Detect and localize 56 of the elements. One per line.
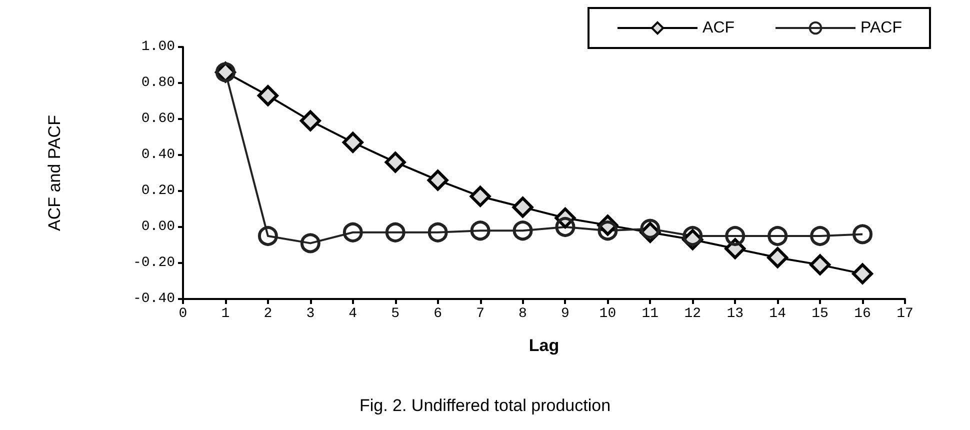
point (682, 226, 703, 246)
x-tick-label: 3 (306, 306, 315, 322)
x-tick-label: 2 (264, 306, 272, 322)
point (725, 226, 746, 246)
point (470, 186, 491, 207)
x-tick-label: 5 (391, 306, 400, 322)
y-tick-label: 0.80 (141, 75, 175, 91)
text: Fig. 2. Undiffered total production (359, 396, 611, 415)
x-tick-label: 12 (684, 306, 702, 322)
point (512, 196, 534, 218)
x-axis-title: Lag (528, 336, 560, 355)
y-tick-label: 0.20 (141, 183, 175, 199)
y-tick-label: 1.00 (141, 39, 175, 55)
point (767, 247, 788, 268)
point (852, 224, 873, 244)
point (342, 132, 364, 153)
point (470, 220, 490, 241)
point (385, 222, 406, 242)
x-tick-label: 11 (642, 306, 659, 322)
point (512, 220, 533, 241)
x-tick-label: 13 (726, 306, 744, 322)
legend-label: PACF (860, 20, 902, 36)
legend-label: ACF (702, 20, 735, 36)
x-tick-label: 17 (896, 306, 914, 322)
point (768, 226, 788, 246)
point (810, 226, 830, 246)
point (342, 222, 363, 242)
point (852, 263, 874, 284)
point (427, 170, 448, 191)
x-tick-label: 10 (599, 306, 616, 322)
point (384, 152, 406, 173)
x-tick-label: 14 (769, 306, 786, 322)
point (428, 222, 448, 242)
x-tick-label: 8 (518, 306, 527, 322)
x-tick-label: 1 (221, 306, 230, 322)
point (598, 220, 618, 241)
point (810, 254, 831, 276)
point (258, 226, 278, 246)
point (300, 233, 320, 254)
x-tick-label: 4 (348, 306, 358, 322)
x-tick-label: 7 (476, 306, 484, 322)
x-tick-label: 6 (434, 306, 442, 322)
x-tick-label: 15 (812, 306, 828, 322)
point (555, 217, 576, 237)
y-tick-label: 0.00 (141, 219, 175, 235)
y-tick-label: 0.60 (141, 111, 175, 127)
y-tick-label: 0.40 (141, 147, 175, 163)
x-tick-label: 0 (178, 306, 188, 322)
point (640, 218, 660, 239)
x-tick-label: 9 (561, 306, 570, 322)
y-tick-label: -0.40 (132, 291, 175, 307)
y-tick-label: -0.20 (132, 255, 175, 271)
y-axis-title: ACF and PACF (45, 115, 64, 231)
point (300, 110, 321, 132)
x-tick-label: 16 (854, 306, 871, 322)
point (257, 85, 278, 106)
